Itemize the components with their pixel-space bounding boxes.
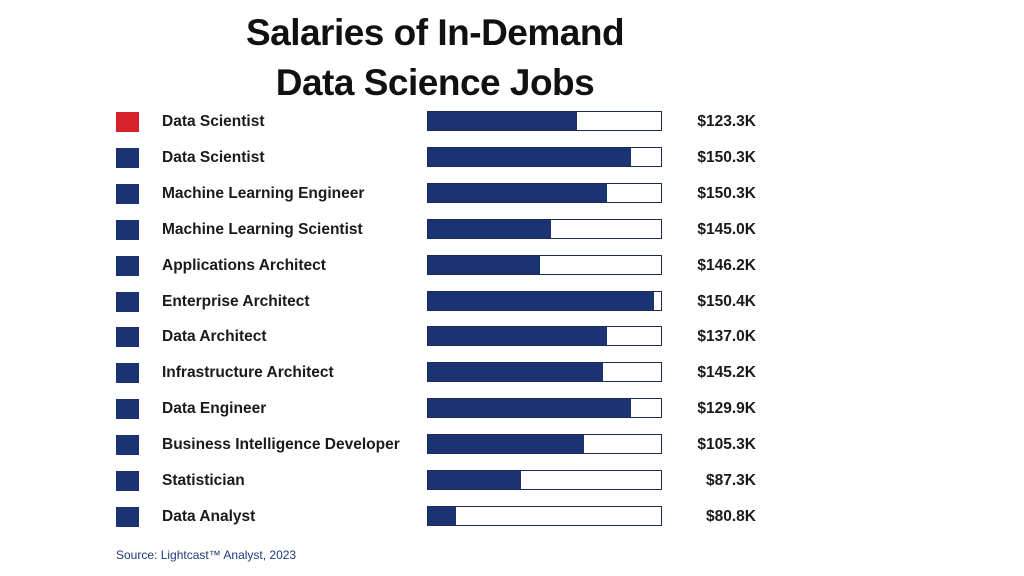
- value-label: $80.8K: [706, 507, 756, 525]
- bar-track: [427, 398, 662, 419]
- bar-fill: [428, 435, 585, 454]
- value-label: $150.4K: [697, 292, 756, 310]
- row-swatch: [116, 183, 139, 204]
- bar-row: Machine Learning Engineer $150.3K: [0, 182, 1024, 205]
- category-label: Machine Learning Engineer: [162, 184, 365, 202]
- row-swatch: [116, 506, 139, 527]
- category-label: Applications Architect: [162, 256, 326, 274]
- bar-track: [427, 290, 662, 311]
- bar-track: [427, 111, 662, 131]
- bar-track: [427, 505, 662, 526]
- category-label: Data Scientist: [162, 113, 265, 130]
- bar-row: Infrastructure Architect $145.2K: [0, 362, 1024, 384]
- value-label: $145.0K: [697, 220, 756, 238]
- row-swatch: [116, 399, 139, 420]
- value-label: $105.3K: [697, 436, 756, 454]
- bar-fill: [428, 147, 631, 166]
- bar-track: [427, 146, 662, 167]
- row-swatch: [116, 363, 139, 384]
- bar-row: Enterprise Architect $150.4K: [0, 290, 1024, 313]
- bar-row: Machine Learning Scientist $145.0K: [0, 218, 1024, 241]
- category-label: Machine Learning Scientist: [162, 220, 363, 238]
- bar-fill: [428, 471, 522, 489]
- value-label: $129.9K: [697, 400, 756, 418]
- value-label: $123.3K: [697, 113, 756, 130]
- bar-row: Data Architect $137.0K: [0, 326, 1024, 348]
- value-label: $150.3K: [697, 148, 756, 166]
- bar-fill: [428, 183, 608, 202]
- chart-title-line-2: Data Science Jobs: [275, 62, 595, 103]
- row-swatch: [116, 255, 139, 276]
- bar-track: [427, 362, 662, 383]
- chart-title: Salaries of In-Demand Data Science Jobs: [180, 8, 690, 108]
- value-label: $87.3K: [706, 472, 756, 489]
- bar-row: Data Scientist $150.3K: [0, 146, 1024, 169]
- row-swatch: [116, 147, 139, 168]
- row-swatch: [116, 291, 139, 312]
- row-swatch: [116, 327, 139, 348]
- bar-row: Applications Architect $146.2K: [0, 254, 1024, 277]
- bar-fill: [428, 399, 631, 418]
- highlight-swatch: [116, 112, 139, 132]
- bar-row: Business Intelligence Developer $105.3K: [0, 434, 1024, 456]
- bar-track: [427, 218, 662, 239]
- value-label: $150.3K: [697, 184, 756, 202]
- bar-track: [427, 326, 662, 347]
- category-label: Statistician: [162, 472, 245, 489]
- bar-fill: [428, 506, 456, 525]
- value-label: $145.2K: [697, 364, 756, 382]
- bar-track: [427, 254, 662, 275]
- value-label: $146.2K: [697, 256, 756, 274]
- bar-row: Statistician $87.3K: [0, 470, 1024, 492]
- value-label: $137.0K: [697, 328, 756, 346]
- bar-fill: [428, 363, 603, 382]
- chart-title-line-1: Salaries of In-Demand: [245, 12, 625, 53]
- bar-track: [427, 470, 662, 490]
- category-label: Data Architect: [162, 328, 267, 346]
- category-label: Infrastructure Architect: [162, 364, 334, 382]
- bar-fill: [428, 112, 578, 130]
- category-label: Business Intelligence Developer: [162, 436, 400, 454]
- row-swatch: [116, 435, 139, 456]
- bar-fill: [428, 291, 654, 310]
- bar-row: Data Scientist $123.3K: [0, 111, 1024, 133]
- bar-track: [427, 434, 662, 455]
- category-label: Data Scientist: [162, 148, 265, 166]
- bar-fill: [428, 219, 552, 238]
- source-note: Source: Lightcast™ Analyst, 2023: [116, 548, 297, 562]
- category-label: Data Engineer: [162, 400, 267, 418]
- bar-row: Data Analyst $80.8K: [0, 505, 1024, 528]
- bar-fill: [428, 255, 540, 274]
- row-swatch: [116, 219, 139, 240]
- bar-fill: [428, 327, 608, 346]
- bar-track: [427, 182, 662, 203]
- row-swatch: [116, 471, 139, 491]
- category-label: Data Analyst: [162, 507, 256, 525]
- category-label: Enterprise Architect: [162, 292, 310, 310]
- bar-row: Data Engineer $129.9K: [0, 398, 1024, 420]
